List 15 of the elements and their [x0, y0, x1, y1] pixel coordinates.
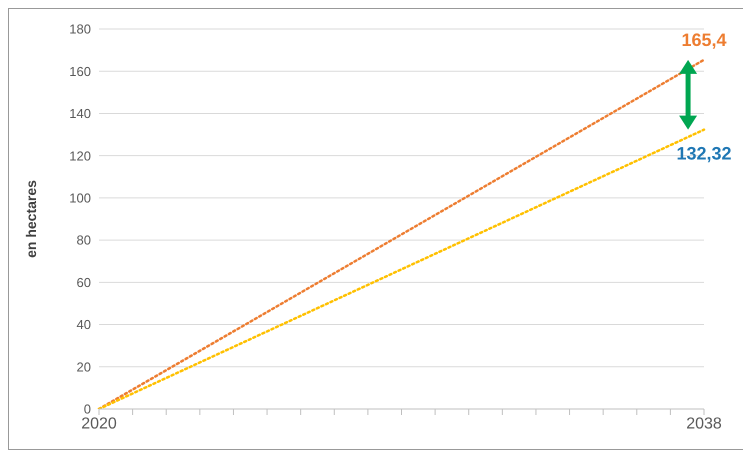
y-tick-label: 140 [69, 106, 91, 122]
x-tick-label: 2038 [686, 415, 722, 432]
data-label: 165,4 [681, 30, 727, 50]
y-tick-label: 20 [76, 359, 91, 374]
y-tick-label: 120 [69, 148, 91, 164]
x-tick-label: 2020 [81, 415, 117, 432]
data-label: 132,32 [676, 144, 732, 164]
y-tick-label: 80 [76, 232, 91, 248]
y-tick-label: 100 [69, 190, 91, 206]
y-tick-label: 180 [69, 22, 91, 37]
y-tick-label: 0 [84, 402, 91, 417]
y-tick-label: 160 [69, 64, 91, 79]
y-tick-label: 40 [76, 317, 91, 332]
y-tick-label: 60 [76, 274, 91, 290]
y-axis-title: en hectares [22, 180, 39, 258]
